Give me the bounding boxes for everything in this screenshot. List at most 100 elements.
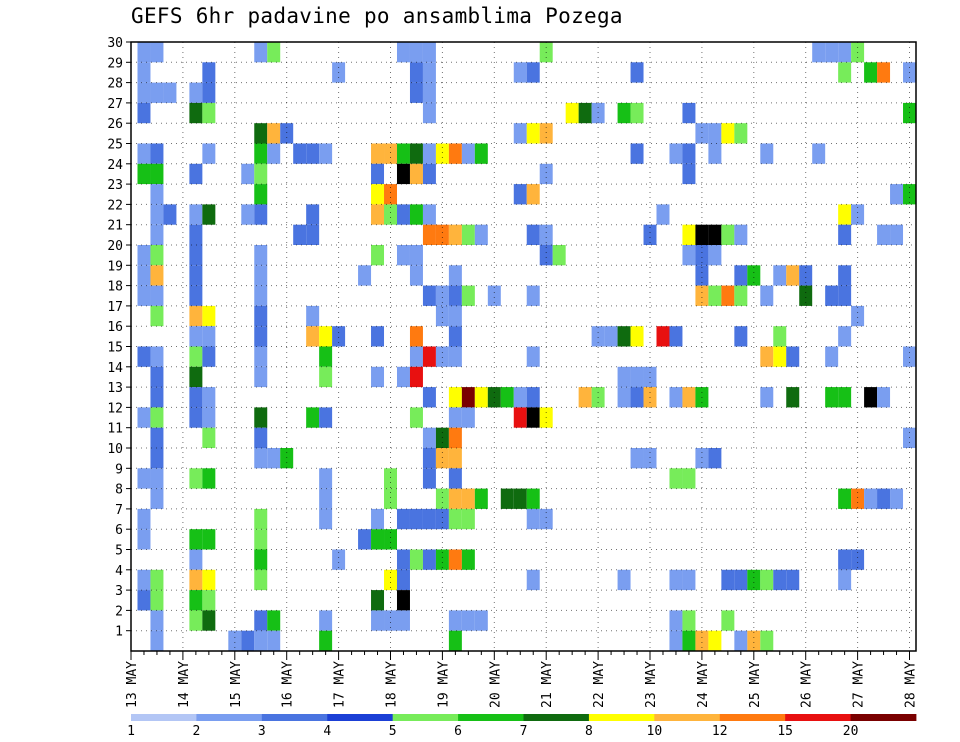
heatmap-cell (461, 387, 475, 408)
heatmap-cell (825, 387, 839, 408)
y-tick-label: 9 (115, 462, 123, 477)
heatmap-cell (695, 285, 709, 306)
heatmap-cell (202, 204, 216, 225)
heatmap-cell (422, 102, 436, 124)
heatmap-cell (448, 326, 462, 347)
heatmap-cell (708, 245, 722, 266)
colorbar-swatch (719, 714, 786, 721)
heatmap-cell (734, 265, 748, 286)
heatmap-cell (319, 346, 333, 367)
heatmap-cell (643, 224, 657, 245)
heatmap-cell (254, 305, 268, 327)
heatmap-cell (150, 427, 164, 448)
heatmap-cell (358, 529, 372, 550)
heatmap-cell (150, 346, 164, 367)
y-tick-label: 25 (107, 138, 123, 153)
heatmap-cell (319, 468, 333, 489)
heatmap-cell (903, 346, 916, 367)
heatmap-cell (254, 549, 268, 570)
heatmap-cell (422, 143, 436, 164)
heatmap-cell (267, 630, 281, 651)
heatmap-cell (396, 245, 410, 266)
heatmap-cell (163, 82, 177, 103)
heatmap-cell (384, 569, 397, 591)
heatmap-cell (137, 468, 151, 489)
heatmap-cell (773, 346, 787, 367)
colorbar-swatch (458, 714, 524, 721)
colorbar-swatch (850, 714, 917, 721)
heatmap-cell (150, 265, 164, 286)
gridlines (131, 41, 916, 651)
heatmap-cell (903, 102, 916, 124)
heatmap-cell (371, 590, 385, 611)
heatmap-cell (513, 123, 527, 144)
heatmap-cell (747, 630, 761, 651)
heatmap-cell (461, 224, 475, 245)
y-tick-label: 10 (107, 442, 123, 457)
heatmap-cell (435, 305, 449, 327)
heatmap-cell (422, 468, 436, 489)
y-tick-label: 3 (115, 584, 123, 599)
heatmap-cell (448, 468, 462, 489)
heatmap-cell (526, 184, 540, 205)
y-tick-label: 12 (107, 401, 123, 416)
heatmap-cell (422, 387, 436, 408)
y-tick-label: 1 (115, 625, 123, 640)
heatmap-cell (371, 245, 385, 266)
heatmap-cell (306, 326, 320, 347)
heatmap-cell (552, 245, 566, 266)
heatmap-cell (189, 610, 203, 631)
heatmap-cell (319, 326, 333, 347)
y-tick-label: 27 (107, 97, 123, 112)
heatmap-cell (630, 366, 644, 388)
heatmap-cell (422, 163, 436, 185)
heatmap-cell (254, 569, 268, 591)
x-tick-label: 28 MAY (904, 661, 919, 708)
heatmap-cell (202, 569, 216, 591)
heatmap-cell (189, 102, 203, 124)
heatmap-cell (189, 468, 203, 489)
heatmap-cell (825, 42, 839, 63)
heatmap-cell (384, 204, 397, 225)
heatmap-cell (371, 184, 385, 205)
heatmap-cell (500, 488, 514, 509)
heatmap-cell (435, 488, 449, 509)
heatmap-cell (189, 326, 203, 347)
heatmap-cell (526, 569, 540, 591)
heatmap-cell (306, 204, 320, 225)
heatmap-cell (617, 366, 631, 388)
heatmap-cell (267, 123, 281, 144)
heatmap-cell (786, 346, 800, 367)
heatmap-cell (526, 488, 540, 509)
heatmap-cell (695, 224, 709, 245)
heatmap-cell (838, 224, 852, 245)
heatmap-cell (254, 346, 268, 367)
heatmap-cell (786, 387, 800, 408)
heatmap-cell (396, 610, 410, 631)
heatmap-cell (319, 143, 333, 164)
heatmap-cell (396, 549, 410, 570)
heatmap-cell (851, 549, 865, 570)
heatmap-cell (189, 224, 203, 245)
y-tick-label: 22 (107, 198, 123, 213)
heatmap-cell (254, 123, 268, 144)
heatmap-cell (838, 326, 852, 347)
y-tick-label: 29 (107, 56, 123, 71)
colorbar-swatch (523, 714, 590, 721)
colorbar-swatch (785, 714, 851, 721)
y-tick-label: 24 (107, 158, 123, 173)
y-tick-label: 28 (107, 77, 123, 92)
heatmap-cell (656, 204, 670, 225)
heatmap-cell (851, 204, 865, 225)
heatmap-cell (513, 184, 527, 205)
heatmap-cell (734, 326, 748, 347)
heatmap-cell (241, 204, 255, 225)
y-tick-label: 11 (107, 422, 123, 437)
heatmap-cell (773, 265, 787, 286)
heatmap-cell (422, 62, 436, 83)
heatmap-cell (409, 366, 423, 388)
heatmap-cell (617, 102, 631, 124)
heatmap-cell (422, 285, 436, 306)
heatmap-cell (396, 143, 410, 164)
heatmap-cell (526, 387, 540, 408)
